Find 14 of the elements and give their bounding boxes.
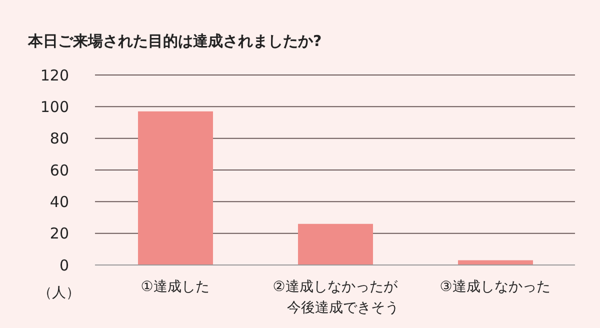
y-tick-label: 40 — [50, 192, 69, 211]
chart-title: 本日ご来場された目的は達成されましたか? — [28, 32, 322, 51]
bar — [138, 111, 213, 265]
y-tick-label: 20 — [50, 224, 69, 243]
y-axis-title: （人） — [38, 284, 80, 302]
y-tick-label: 0 — [59, 256, 69, 274]
y-tick-label: 100 — [40, 98, 69, 116]
x-tick-label: ①達成した — [140, 279, 210, 295]
bar — [298, 224, 373, 265]
y-tick-label: 80 — [50, 130, 69, 148]
x-tick-label: ②達成しなかったが今後達成できそう — [272, 279, 399, 316]
x-tick-label: ③達成しなかった — [440, 279, 550, 295]
y-tick-label: 120 — [40, 66, 69, 84]
y-tick-label: 60 — [50, 161, 69, 180]
